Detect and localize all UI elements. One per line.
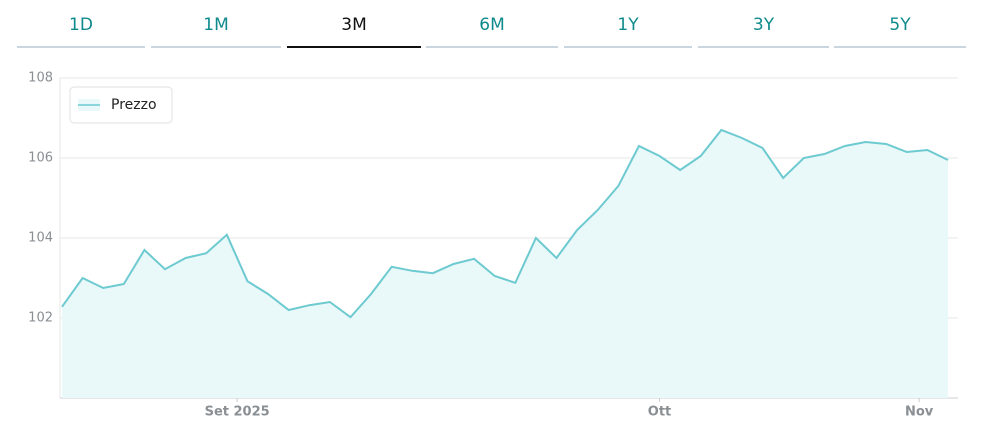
range-tab[interactable]: 1D xyxy=(17,0,145,48)
legend-box xyxy=(69,86,173,124)
range-tab[interactable]: 3M xyxy=(287,0,421,48)
y-tick-label: 108 xyxy=(28,71,53,86)
legend-label: Prezzo xyxy=(111,97,157,113)
range-tab[interactable]: 5Y xyxy=(834,0,966,48)
legend: Prezzo xyxy=(69,86,173,124)
y-tick-label: 104 xyxy=(28,231,53,246)
y-tick-label: 106 xyxy=(28,151,53,166)
range-tab[interactable]: 3Y xyxy=(698,0,829,48)
range-tab[interactable]: 1M xyxy=(151,0,281,48)
area-fill xyxy=(62,130,948,398)
range-tab[interactable]: 6M xyxy=(426,0,558,48)
price-line xyxy=(61,128,949,319)
y-tick-label: 102 xyxy=(28,311,53,326)
x-tick-label: Set 2025 xyxy=(205,405,270,420)
x-tick-label: Ott xyxy=(648,405,671,420)
range-tab[interactable]: 1Y xyxy=(564,0,692,48)
tab-bar: 1D 1M 3M 6M 1Y 3Y 5Y xyxy=(0,0,982,48)
x-tick-label: Nov xyxy=(905,405,934,420)
